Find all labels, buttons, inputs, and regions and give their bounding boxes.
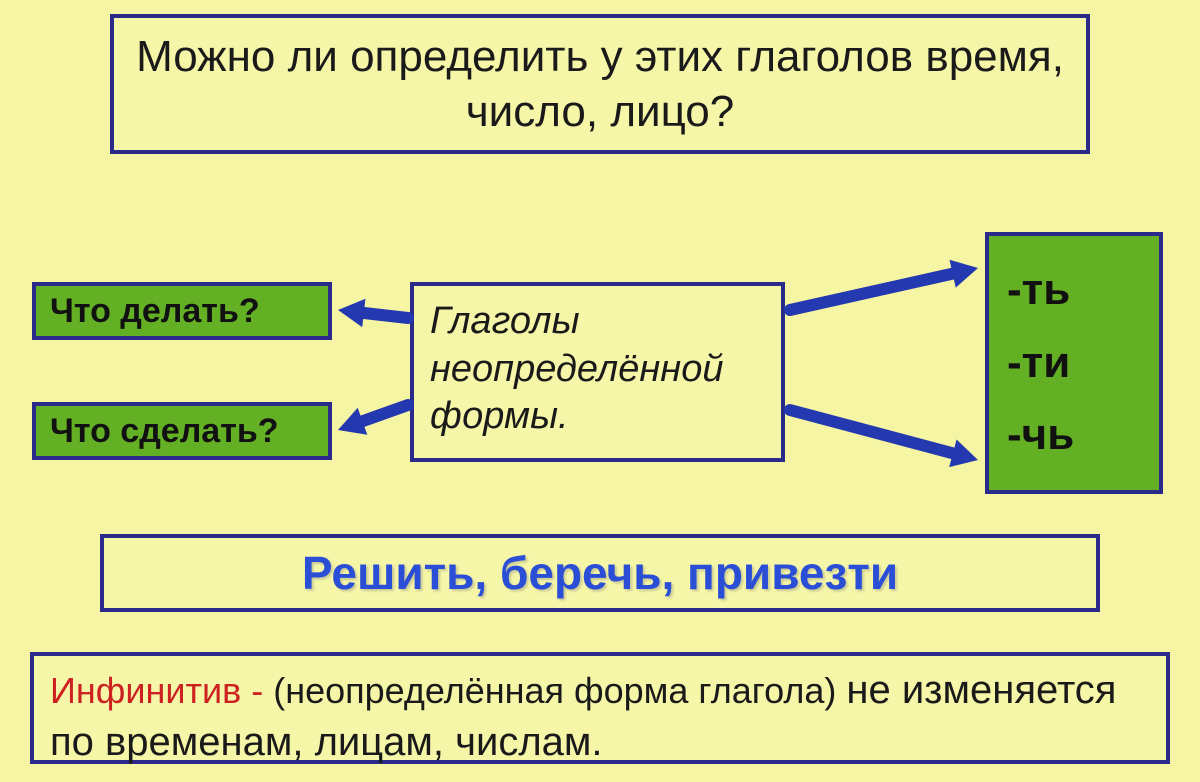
question2-box: Что сделать?: [32, 402, 332, 460]
bottom-box: Инфинитив - (неопределённая форма глагол…: [30, 652, 1170, 764]
suffix-box: -ть -ти -чь: [985, 232, 1163, 494]
bottom-red: Инфинитив -: [50, 670, 273, 711]
question2-text: Что сделать?: [50, 412, 279, 451]
center-box: Глаголы неопределённой формы.: [410, 282, 785, 462]
title-box: Можно ли определить у этих глаголов врем…: [110, 14, 1090, 154]
question1-text: Что делать?: [50, 292, 260, 331]
suffix-2: -ти: [1007, 339, 1070, 387]
examples-text: Решить, беречь, привезти: [302, 546, 898, 600]
bottom-text: Инфинитив - (неопределённая форма глагол…: [50, 664, 1150, 768]
suffix-3: -чь: [1007, 411, 1074, 459]
center-text: Глаголы неопределённой формы.: [430, 298, 765, 441]
title-text: Можно ли определить у этих глаголов врем…: [134, 29, 1066, 139]
examples-box: Решить, беречь, привезти: [100, 534, 1100, 612]
question1-box: Что делать?: [32, 282, 332, 340]
suffix-1: -ть: [1007, 266, 1070, 314]
bottom-mid: (неопределённая форма глагола): [273, 670, 846, 711]
